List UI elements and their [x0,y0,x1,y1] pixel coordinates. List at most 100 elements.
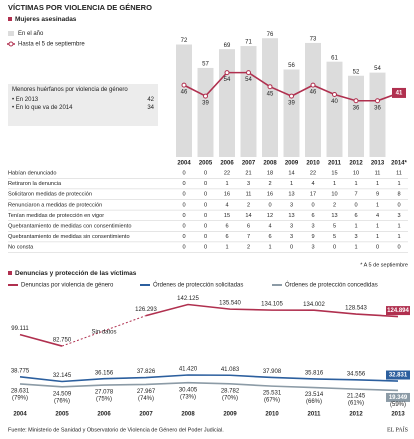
point [375,98,380,104]
cell: 22 [310,170,316,176]
cell: 1 [333,181,336,187]
cell: 0 [182,181,185,187]
cell: 1 [268,245,271,251]
x-tick-label: 2007 [139,412,153,418]
point-label: 54 [224,77,231,83]
legend-label: Órdenes de protección solicitadas [153,282,243,289]
bar-label: 69 [224,43,231,49]
point-label: 27.078 [95,390,114,396]
cell: 3 [290,234,293,240]
cell: 6 [354,213,357,219]
cell: 0 [397,202,400,208]
cell: 4 [311,181,314,187]
label-box [386,370,410,380]
cell: 6 [268,234,271,240]
line [19,381,399,392]
cell: 2 [268,181,271,187]
bar-label: 54 [374,66,381,72]
point [224,70,230,76]
point-label: 39 [288,101,295,107]
cell: 1 [225,245,228,251]
orphans-label: • En 2013 [12,97,39,103]
cell: 1 [397,181,400,187]
point-label: 32.831 [389,373,408,379]
cell: 0 [268,202,271,208]
cell: 13 [288,192,294,198]
x-tick-label: 2011 [328,161,342,167]
cell: 13 [288,213,294,219]
percent-label: (75%) [96,397,112,403]
point-label: 126.293 [135,307,157,313]
cell: 0 [182,234,185,240]
point [246,70,251,76]
row-label: Tenían medidas de protección en vigor [8,213,104,219]
point-label: 19.349 [389,395,408,401]
cell: 0 [204,202,207,208]
cell: 1 [354,223,357,229]
point-label: 25.531 [263,391,282,397]
point-label: 36.156 [95,370,114,376]
point-label: 41.083 [221,367,240,373]
point-label: 32.145 [53,373,72,379]
cell: 1 [376,181,379,187]
cell: 2 [333,202,336,208]
point-label: 135.540 [219,301,241,307]
cell: 16 [267,192,273,198]
bar-label: 76 [267,32,274,38]
bar [305,42,321,157]
cell: 11 [246,192,252,198]
cell: 1 [225,181,228,187]
cell: 4 [376,213,379,219]
brand: EL PAÍS [387,425,408,433]
percent-label: (59%) [390,402,406,408]
bar [240,46,257,157]
cell: 1 [376,202,379,208]
bar-label: 72 [181,38,188,44]
cell: 1 [354,245,357,251]
cell: 12 [267,213,273,219]
point-label: 99.111 [11,326,29,332]
cell: 0 [204,234,207,240]
legend-label: Denuncias por violencia de género [21,283,114,289]
cell: 0 [182,202,185,208]
bar [369,72,386,157]
point-label: 46 [310,90,317,96]
section-title: Mujeres asesinadas [15,16,77,23]
cell: 4 [268,223,271,229]
cell: 0 [290,245,293,251]
orphans-title: Menores huérfanos por violencia de géner… [12,87,128,93]
cell: 0 [397,245,400,251]
row-label: No consta [8,245,34,251]
legend-label: En el año [18,31,44,37]
x-tick-label: 2009 [285,161,299,167]
bar [219,49,235,157]
title: VÍCTIMAS POR VIOLENCIA DE GÉNERO [8,3,152,12]
bar [197,67,214,157]
cell: 9 [311,234,314,240]
label-box [392,87,406,98]
cell: 0 [182,213,185,219]
cell: 5 [333,234,336,240]
point [310,82,316,88]
orphans-box: Menores huérfanos por violencia de géner… [8,84,158,126]
point-label: 38.775 [11,368,30,374]
cell: 17 [310,192,316,198]
cell: 18 [267,170,273,176]
bar-label: 73 [310,37,317,43]
cell: 0 [333,245,336,251]
point-label: 82.750 [53,338,72,344]
cell: 0 [182,170,185,176]
row-label: Retiraron la denuncia [8,181,62,187]
point-label: 27.967 [137,389,156,395]
cell: 15 [224,213,230,219]
orphans-label: • En lo que va de 2014 [12,105,73,111]
cell: 1 [290,181,293,187]
annotation: Sin datos [91,330,116,336]
cell: 0 [204,223,207,229]
cell: 13 [331,213,337,219]
cell: 1 [376,223,379,229]
percent-label: (74%) [138,396,154,402]
bar [326,61,343,157]
x-tick-label: 2014* [391,161,407,167]
